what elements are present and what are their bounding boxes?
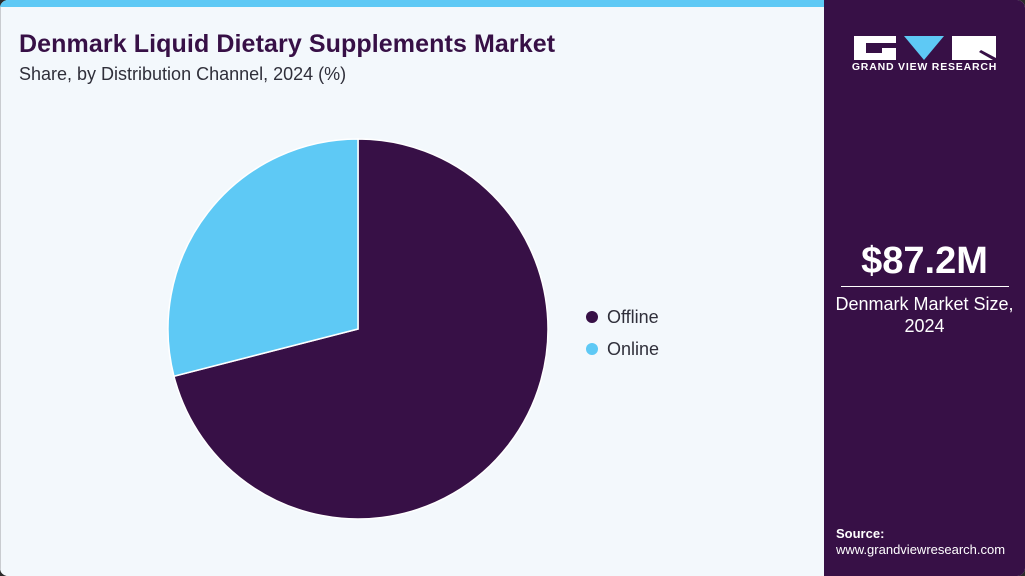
sidebar: GRAND VIEW RESEARCH $87.2M Denmark Marke… [824, 0, 1025, 576]
grand-view-research-logo-icon [854, 36, 996, 60]
market-size-value: $87.2M [861, 240, 988, 282]
pie-slice-offline [173, 138, 549, 520]
source-link[interactable]: www.grandviewresearch.com [836, 542, 1006, 557]
pie-chart [167, 138, 549, 520]
chart-legend: Offline Online [586, 301, 659, 365]
legend-item-online: Online [586, 333, 659, 365]
legend-swatch-online-icon [586, 343, 598, 355]
source-label: Source: [836, 526, 885, 541]
market-size-label-line1: Denmark Market Size, [835, 294, 1014, 314]
chart-subtitle: Share, by Distribution Channel, 2024 (%) [19, 64, 347, 84]
market-size-label: Denmark Market Size, 2024 [824, 293, 1025, 337]
legend-label-offline: Offline [607, 306, 659, 327]
brand-name: GRAND VIEW RESEARCH [851, 61, 998, 73]
stat-divider [841, 286, 1009, 287]
chart-title: Denmark Liquid Dietary Supplements Marke… [19, 30, 556, 58]
pie-slice-online [167, 138, 359, 378]
top-accent-bar [0, 0, 824, 7]
pie-slices [167, 138, 549, 520]
legend-swatch-offline-icon [586, 311, 598, 323]
legend-label-online: Online [607, 338, 660, 359]
legend-item-offline: Offline [586, 301, 659, 333]
market-size-label-line2: 2024 [904, 316, 945, 336]
